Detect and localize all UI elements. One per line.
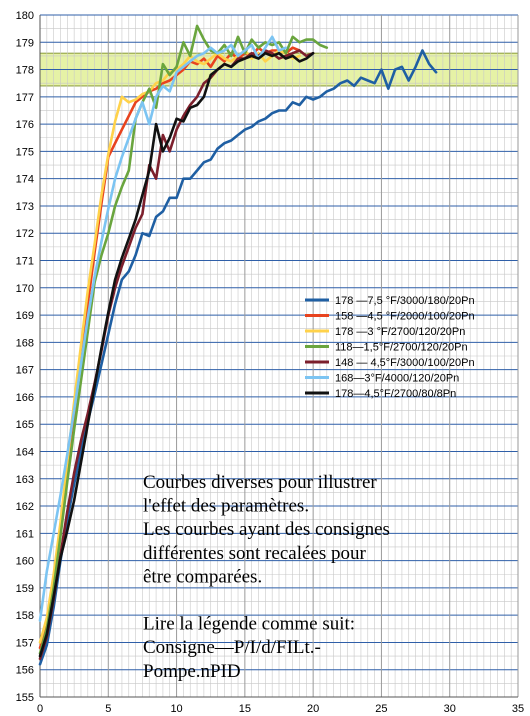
series-line — [38, 49, 438, 666]
x-tick-label: 10 — [170, 703, 182, 715]
annotation-line: être comparées. — [143, 566, 262, 587]
legend-label: 178—4,5°F/2700/80/8Pn — [335, 388, 456, 400]
y-tick-label: 161 — [16, 528, 34, 540]
y-tick-label: 160 — [16, 556, 34, 568]
y-tick-label: 155 — [16, 692, 34, 704]
y-tick-label: 177 — [16, 92, 34, 104]
x-tick-label: 0 — [37, 703, 43, 715]
series-line — [38, 35, 288, 622]
annotation-line: Courbes diverses pour illustrer — [143, 472, 377, 493]
x-tick-label: 20 — [307, 703, 319, 715]
y-tick-label: 180 — [16, 10, 34, 22]
legend: 178 —7,5 °F/3000/180/20Pn 158 —4,5 °F/200… — [305, 295, 475, 400]
legend-label: 118—1,5°F/2700/120/20Pn — [335, 342, 468, 354]
y-tick-label: 164 — [16, 446, 34, 458]
annotation-line: différentes sont recalées pour — [143, 543, 366, 564]
y-tick-label: 165 — [16, 419, 34, 431]
y-tick-label: 171 — [16, 256, 34, 268]
y-tick-label: 176 — [16, 119, 34, 131]
y-tick-label: 159 — [16, 583, 34, 595]
annotation-line: Pompe.nPID — [143, 661, 241, 682]
y-tick-label: 166 — [16, 392, 34, 404]
annotation-line: Lire la légende comme suit: — [143, 614, 355, 635]
legend-label: 178 —7,5 °F/3000/180/20Pn — [335, 295, 475, 307]
y-tick-label: 178 — [16, 65, 34, 77]
y-tick-label: 156 — [16, 665, 34, 677]
grid-layer — [39, 14, 519, 698]
y-tick-label: 163 — [16, 474, 34, 486]
x-tick-label: 25 — [375, 703, 387, 715]
annotation-line: Consigne—P/I/d/FILt.- — [143, 637, 321, 658]
series-line — [38, 49, 315, 661]
x-tick-label: 35 — [512, 703, 524, 715]
x-tick-label: 5 — [105, 703, 111, 715]
y-tick-label: 173 — [16, 201, 34, 213]
series-layer — [38, 24, 438, 666]
y-tick-label: 175 — [16, 146, 34, 158]
y-tick-label: 158 — [16, 610, 34, 622]
y-tick-label: 170 — [16, 283, 34, 295]
y-tick-label: 172 — [16, 228, 34, 240]
y-tick-label: 157 — [16, 637, 34, 649]
y-tick-label: 162 — [16, 501, 34, 513]
y-tick-label: 179 — [16, 37, 34, 49]
legend-label: 178 —3 °F/2700/120/20Pn — [335, 326, 465, 338]
legend-label: 158 —4,5 °F/2000/100/20Pn — [335, 311, 475, 323]
y-tick-label: 168 — [16, 337, 34, 349]
x-tick-label: 30 — [444, 703, 456, 715]
annotation-text-block: Courbes diverses pour illustrer l'effet d… — [143, 472, 390, 682]
legend-label: 148 — 4,5°F/3000/100/20Pn — [335, 357, 475, 369]
x-tick-label: 15 — [239, 703, 251, 715]
series-line — [38, 24, 329, 655]
series-line — [38, 51, 315, 658]
y-tick-label: 169 — [16, 310, 34, 322]
legend-label: 168—3°F/4000/120/20Pn — [335, 373, 459, 385]
annotation-line: Les courbes ayant des consignes — [143, 519, 390, 540]
axis-layer: 1551561571581591601611621631641651661671… — [16, 10, 524, 715]
y-tick-label: 174 — [16, 174, 34, 186]
y-tick-label: 167 — [16, 365, 34, 377]
annotation-line: l'effet des paramètres. — [143, 496, 309, 517]
